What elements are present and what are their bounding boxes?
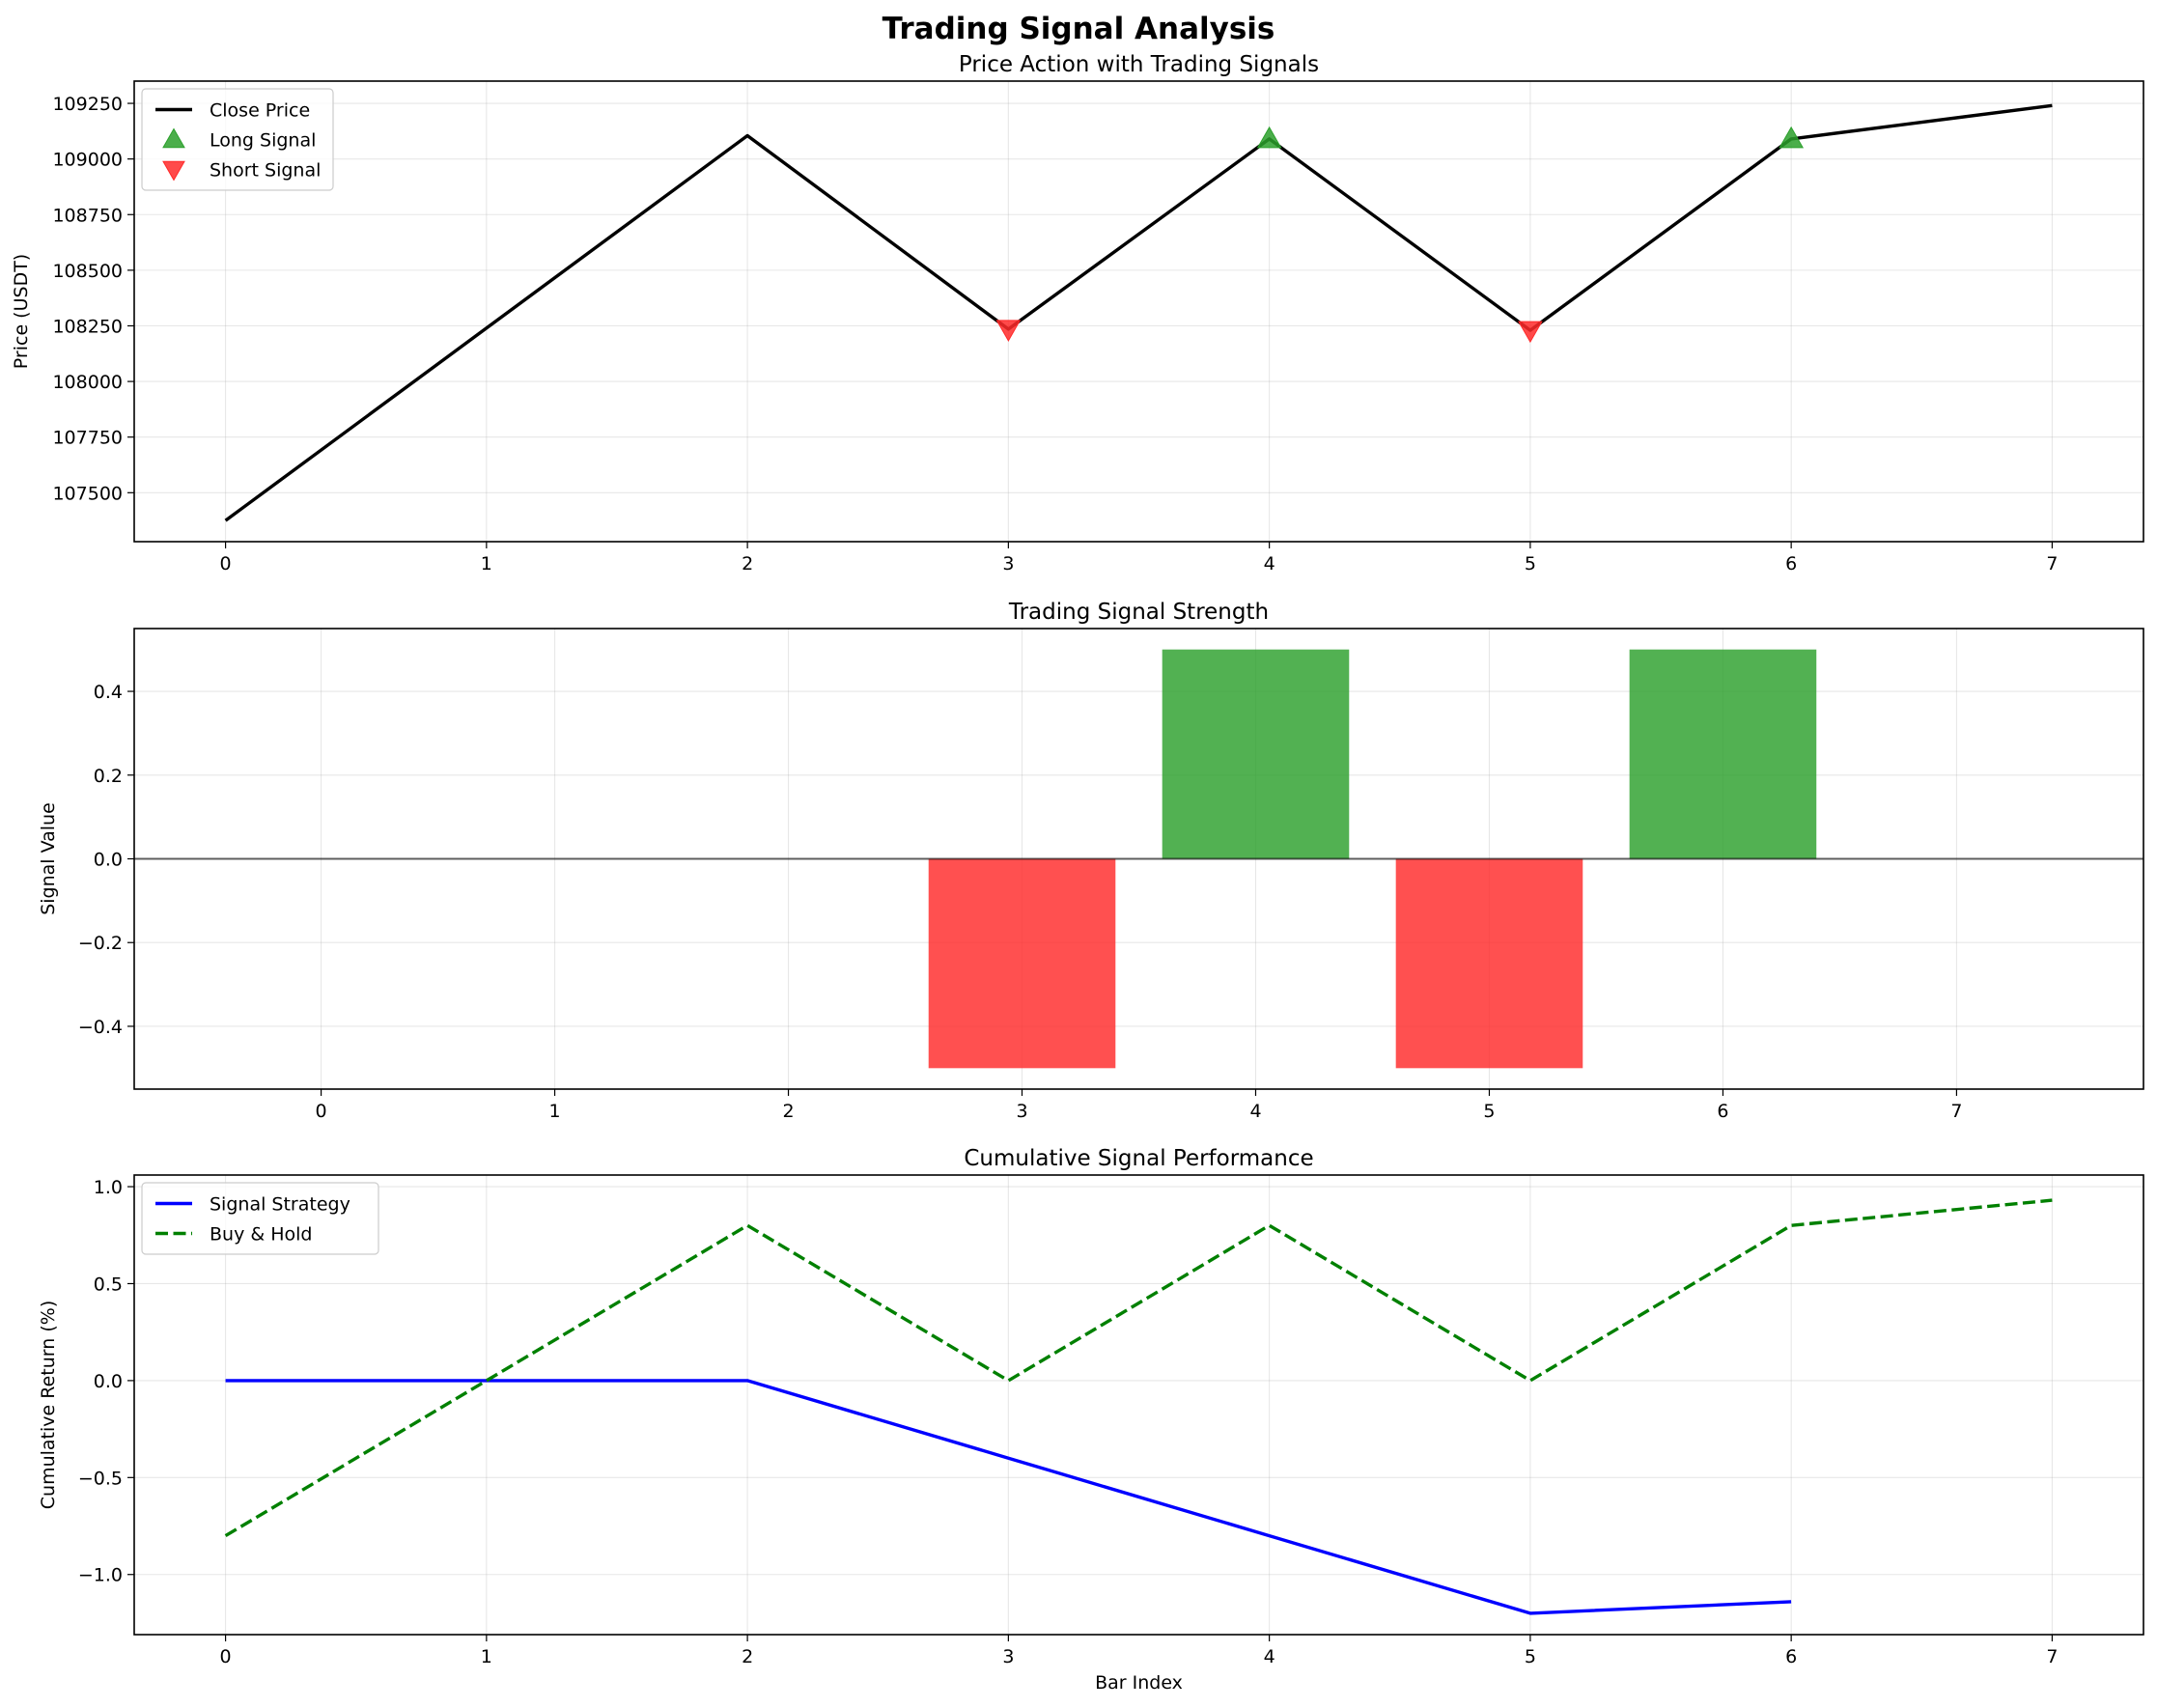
series-line [224,103,2053,522]
legend-box [141,1182,379,1255]
x-tick-label: 6 [1717,1101,1728,1122]
x-tick-label: 3 [1002,553,1014,574]
x-tick-label: 2 [742,1646,753,1667]
y-tick-label: 1.0 [94,1177,123,1198]
axes-frame [133,1174,2144,1636]
y-tick-label: 0.5 [94,1274,123,1295]
y-axis-label: Price (USDT) [11,254,32,369]
x-tick-label: 0 [316,1101,327,1122]
x-tick-label: 1 [481,1646,492,1667]
x-tick-label: 5 [1525,553,1536,574]
long-signal-marker [1779,126,1805,149]
series-line [225,1379,1792,1615]
y-tick-label: 107750 [52,428,123,449]
x-tick-label: 6 [1785,553,1797,574]
y-tick-label: 0.4 [94,682,123,703]
y-axis-label: Cumulative Return (%) [38,1301,59,1509]
legend-entry: Short Signal [210,160,321,182]
legend-box [141,88,334,191]
x-axis-label: Bar Index [1095,1672,1183,1694]
bar-4 [1162,649,1350,859]
axes-frame [133,80,2144,543]
legend: Close Price Long Signal Short Signal [141,88,334,191]
x-tick-label: 0 [220,1646,232,1667]
x-tick-label: 4 [1264,553,1275,574]
y-tick-label: 108250 [52,316,123,337]
y-tick-label: 109000 [52,150,123,171]
y-tick-label: 0.0 [94,1371,123,1392]
series-line [224,1198,2053,1538]
axes-frame [133,628,2144,1090]
subplot-title: Cumulative Signal Performance [964,1146,1313,1171]
y-tick-label: −0.5 [78,1468,123,1489]
x-tick-label: 7 [2046,553,2058,574]
y-tick-label: 108500 [52,261,123,282]
subplot-title: Trading Signal Strength [1008,600,1269,625]
short-signal-marker [1518,321,1543,344]
short-signal-marker [995,320,1022,342]
y-tick-label: −0.2 [78,933,123,954]
bar-5 [1395,858,1583,1069]
x-tick-label: 1 [481,553,492,574]
x-tick-label: 5 [1525,1646,1536,1667]
x-tick-label: 5 [1483,1101,1495,1122]
grid [134,81,2143,542]
legend-entry: Signal Strategy [210,1194,350,1216]
legend-entry: Long Signal [210,130,316,152]
y-tick-label: 108000 [52,372,123,393]
grid [134,1175,2143,1635]
x-tick-label: 2 [742,553,753,574]
legend-handle [162,160,185,182]
y-tick-label: 0.0 [94,850,123,871]
x-tick-label: 7 [1950,1101,1962,1122]
x-tick-label: 3 [1016,1101,1027,1122]
x-tick-label: 6 [1785,1646,1797,1667]
y-tick-label: 109250 [52,94,123,115]
charts-container: Price Action with Trading Signals 0 1 2 3 4 5 6… [11,52,2144,1694]
long-signal-marker [1256,126,1282,149]
subplot-3: Cumulative Signal Performance 0 1 2 3 4 5 6 7 −1.… [38,1146,2144,1694]
y-tick-label: 0.2 [94,766,123,787]
x-tick-label: 0 [220,553,232,574]
x-tick-label: 7 [2046,1646,2058,1667]
bar-6 [1629,649,1817,859]
legend: Signal Strategy Buy & Hold [141,1182,379,1255]
subplot-title: Price Action with Trading Signals [959,52,1319,77]
bar-3 [928,858,1116,1069]
legend-entry: Close Price [210,100,310,122]
y-axis-label: Signal Value [38,802,59,915]
y-tick-label: −1.0 [78,1565,123,1586]
x-tick-label: 3 [1002,1646,1014,1667]
legend-handle [162,127,185,149]
subplot-1: Price Action with Trading Signals 0 1 2 3 4 5 6… [11,52,2144,574]
subplot-2: Trading Signal Strength 0 1 2 3 4 5 6 7 −0.4 −0.2 0… [38,600,2144,1122]
x-tick-label: 2 [782,1101,794,1122]
y-tick-label: 108750 [52,205,123,226]
y-tick-label: −0.4 [78,1017,123,1038]
legend-entry: Buy & Hold [210,1224,312,1246]
figure-title: Trading Signal Analysis [882,12,1275,46]
x-tick-label: 4 [1264,1646,1275,1667]
y-tick-label: 107500 [52,483,123,504]
x-tick-label: 1 [549,1101,561,1122]
x-tick-label: 4 [1249,1101,1261,1122]
